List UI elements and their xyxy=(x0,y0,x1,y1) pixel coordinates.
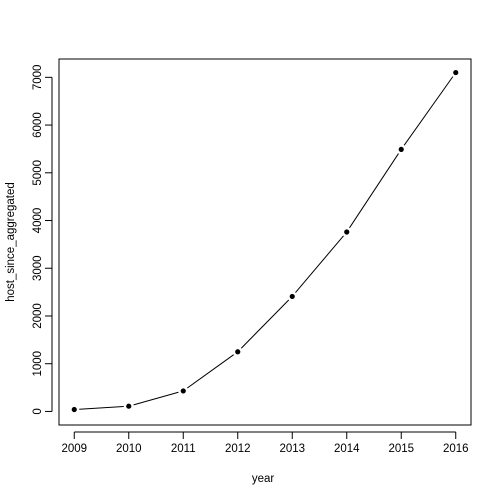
x-axis-title: year xyxy=(252,473,275,485)
y-tick-label: 2000 xyxy=(32,303,44,329)
y-tick-label: 4000 xyxy=(32,208,44,234)
series-line-segment xyxy=(403,76,454,146)
x-tick-label: 2009 xyxy=(61,443,87,455)
y-tick-label: 5000 xyxy=(32,160,44,186)
y-tick-label: 6000 xyxy=(32,112,44,138)
series-line-segment xyxy=(133,391,179,406)
x-tick-label: 2014 xyxy=(334,443,360,455)
x-axis: 2009 2010 2011 2012 2013 2014 2015 2016 xyxy=(61,431,469,455)
series-line-segment xyxy=(295,235,344,293)
x-tick-label: 2011 xyxy=(171,443,196,455)
data-point xyxy=(180,388,186,394)
series-line-segment xyxy=(240,299,290,349)
y-tick-label: 1000 xyxy=(32,351,44,377)
plot-frame xyxy=(58,58,472,426)
data-point xyxy=(235,349,241,355)
x-tick-label: 2010 xyxy=(116,443,142,455)
data-point xyxy=(453,69,459,76)
y-tick-label: 7000 xyxy=(32,65,44,91)
x-tick-label: 2012 xyxy=(225,443,251,455)
x-tick-label: 2015 xyxy=(388,443,414,455)
series-line-segment xyxy=(187,354,234,389)
data-point xyxy=(289,293,295,300)
x-tick-label: 2013 xyxy=(279,443,305,455)
y-tick-label: 3000 xyxy=(32,255,44,281)
data-point xyxy=(398,146,404,153)
data-point xyxy=(126,403,132,409)
series-line-segment xyxy=(349,153,399,229)
y-axis-title: host_since_aggregated xyxy=(5,182,17,302)
series-line-segment xyxy=(79,406,124,410)
x-tick-label: 2016 xyxy=(443,443,469,455)
y-axis: 0 1000 2000 3000 4000 5000 6000 7000 xyxy=(32,65,53,415)
series-layer xyxy=(71,69,459,413)
y-tick-label: 0 xyxy=(32,408,44,414)
data-point xyxy=(71,406,77,413)
data-point xyxy=(344,229,350,235)
